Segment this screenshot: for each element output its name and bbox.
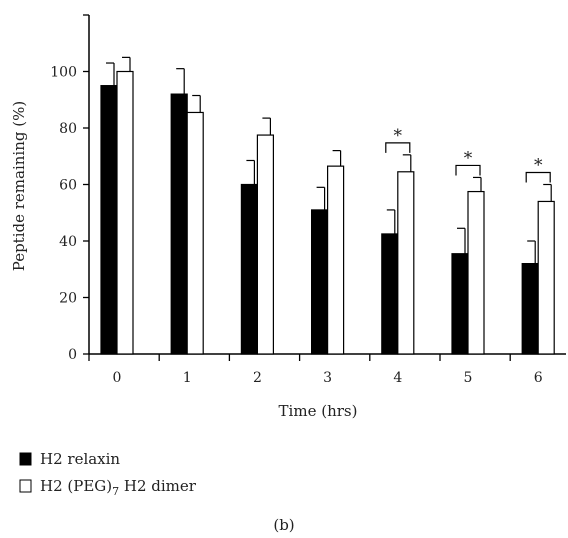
significance-star: * <box>534 156 543 176</box>
significance-bracket <box>525 171 551 183</box>
y-tick-label: 40 <box>59 234 77 250</box>
x-tick-label: 4 <box>393 370 402 386</box>
x-tick-label: 2 <box>253 370 262 386</box>
bar <box>256 134 274 355</box>
legend: H2 relaxin H2 (PEG)7 H2 dimer <box>19 450 197 498</box>
y-axis-label: Peptide remaining (%) <box>10 101 28 271</box>
bar <box>381 233 399 355</box>
x-tick-label: 6 <box>534 370 543 386</box>
bar <box>170 93 188 355</box>
legend-swatch-h2-relaxin <box>19 452 32 466</box>
legend-label-h2-relaxin: H2 relaxin <box>40 450 120 468</box>
axes: 0 20 40 60 80 100 0 1 2 3 4 5 6 <box>50 14 566 386</box>
panel-label: (b) <box>273 516 294 534</box>
significance-star: * <box>394 126 403 146</box>
significance-star: * <box>464 148 473 168</box>
y-tick-label: 80 <box>59 121 77 137</box>
bar <box>397 171 415 355</box>
y-tick-label: 100 <box>50 65 77 81</box>
bars <box>100 56 555 355</box>
bar <box>100 85 118 355</box>
significance-bracket <box>385 142 411 153</box>
bar <box>327 165 345 355</box>
bar <box>451 253 469 355</box>
bar <box>521 263 539 355</box>
bar <box>116 70 134 355</box>
x-tick-label: 1 <box>183 370 192 386</box>
significance-bracket <box>455 164 481 176</box>
significance-markers: * * * <box>385 126 551 183</box>
legend-swatch-h2-peg-dimer <box>19 479 32 493</box>
legend-label-h2-peg-dimer: H2 (PEG)7 H2 dimer <box>40 477 197 498</box>
y-tick-label: 20 <box>59 291 77 307</box>
x-tick-label: 5 <box>464 370 473 386</box>
x-axis-label: Time (hrs) <box>279 402 358 420</box>
y-tick-label: 0 <box>68 347 77 363</box>
bar <box>186 111 204 355</box>
bar <box>240 183 258 355</box>
bar <box>537 200 555 355</box>
x-tick-label: 0 <box>113 370 122 386</box>
bar <box>311 209 329 355</box>
x-tick-label: 3 <box>323 370 332 386</box>
y-tick-label: 60 <box>59 178 77 194</box>
legend-label-suffix: H2 dimer <box>119 477 197 495</box>
bar <box>467 190 485 355</box>
legend-label-main: H2 (PEG) <box>40 477 112 495</box>
legend-label-subscript: 7 <box>112 485 119 498</box>
